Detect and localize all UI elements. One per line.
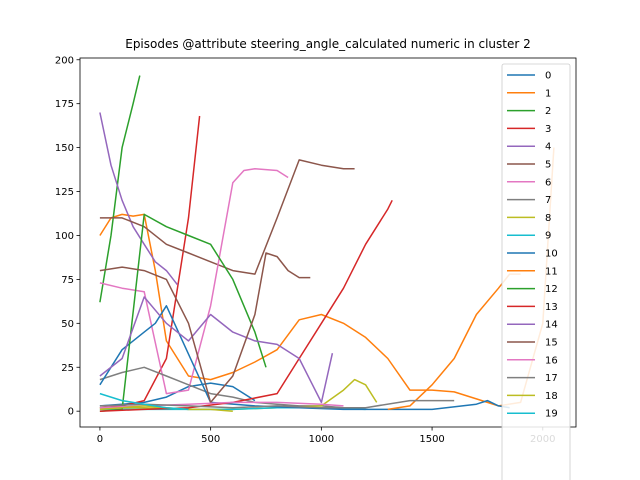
legend-label: 9 (545, 231, 551, 242)
legend-label: 13 (545, 302, 558, 313)
x-tick-label: 1500 (419, 434, 444, 445)
legend-label: 19 (545, 409, 558, 420)
series-line-13 (99, 199, 393, 412)
series-layer (99, 75, 555, 412)
legend-label: 3 (545, 124, 551, 135)
legend-label: 18 (545, 391, 558, 402)
legend-label: 12 (545, 284, 558, 295)
legend-label: 14 (545, 320, 558, 331)
y-tick-label: 100 (55, 231, 74, 242)
y-tick-label: 200 (55, 55, 74, 66)
series-line-6 (99, 167, 289, 395)
series-line-15 (99, 252, 311, 404)
series-line-11 (387, 273, 521, 411)
y-tick-label: 150 (55, 143, 74, 154)
legend-label: 0 (545, 71, 551, 82)
plot-frame (79, 57, 577, 428)
chart-title: Episodes @attribute steering_angle_calcu… (125, 37, 531, 51)
y-tick-label: 75 (61, 275, 74, 286)
y-tick-label: 25 (61, 363, 74, 374)
legend-label: 2 (545, 106, 551, 117)
y-tick-label: 175 (55, 99, 74, 110)
series-line-5 (99, 159, 355, 275)
x-tick-label: 0 (97, 434, 103, 445)
series-line-1 (99, 147, 555, 407)
series-line-10 (99, 305, 510, 411)
legend-label: 6 (545, 177, 551, 188)
legend-label: 16 (545, 355, 558, 366)
legend-label: 4 (545, 142, 551, 153)
legend-label: 5 (545, 160, 551, 171)
legend-label: 11 (545, 266, 558, 277)
y-tick-label: 0 (68, 407, 74, 418)
legend-label: 1 (545, 88, 551, 99)
x-tick-label: 500 (201, 434, 220, 445)
series-line-12 (99, 213, 267, 412)
legend-label: 15 (545, 338, 558, 349)
series-line-17 (99, 399, 455, 409)
x-tick-label: 1000 (309, 434, 334, 445)
legend-label: 17 (545, 373, 558, 384)
y-tick-label: 50 (61, 319, 74, 330)
series-line-2 (99, 75, 141, 303)
legend-label: 8 (545, 213, 551, 224)
series-line-4 (99, 112, 178, 286)
legend-label: 10 (545, 249, 558, 260)
series-line-19 (99, 392, 189, 411)
series-line-14 (99, 296, 334, 404)
legend-label: 7 (545, 195, 551, 206)
y-tick-label: 125 (55, 187, 74, 198)
legend-box (501, 63, 571, 480)
